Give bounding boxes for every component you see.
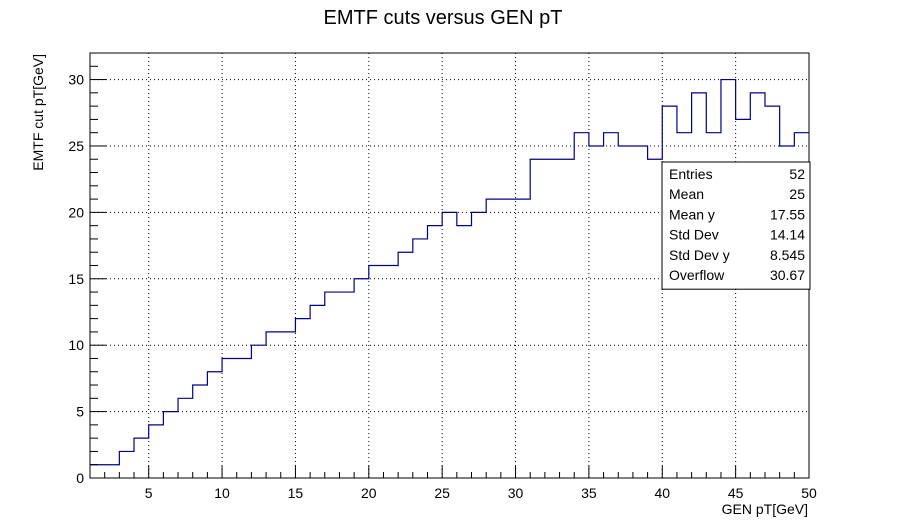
axis-ticks: 5 10 15 20 25 30 35 40 45 50 0 5 10 15 20 25 30 <box>68 52 817 501</box>
x-tick-label: 25 <box>434 485 450 501</box>
stats-value: 17.55 <box>770 206 805 222</box>
stats-label: Std Dev <box>669 227 719 243</box>
x-axis-label: GEN pT[GeV] <box>722 501 808 517</box>
y-tick-label: 25 <box>68 138 84 154</box>
y-axis-label: EMTF cut pT[GeV] <box>30 54 46 171</box>
chart-title: EMTF cuts versus GEN pT <box>324 7 563 29</box>
x-tick-label: 5 <box>145 485 153 501</box>
stats-label: Mean y <box>669 206 715 222</box>
series-group <box>90 78 809 466</box>
stats-label: Entries <box>669 166 713 182</box>
y-tick-label: 10 <box>68 337 84 353</box>
y-tick-label: 30 <box>68 72 84 88</box>
stats-value: 25 <box>789 186 805 202</box>
series-line <box>90 78 809 466</box>
x-tick-label: 30 <box>508 485 524 501</box>
x-tick-label: 15 <box>288 485 304 501</box>
stats-label: Std Dev y <box>669 247 730 263</box>
x-tick-label: 10 <box>214 485 230 501</box>
stats-box-frame <box>661 161 811 290</box>
stats-value: 52 <box>789 166 805 182</box>
y-tick-label: 0 <box>76 470 84 486</box>
y-tick-label: 15 <box>68 271 84 287</box>
x-tick-label: 20 <box>361 485 377 501</box>
y-tick-label: 5 <box>76 404 84 420</box>
x-tick-label: 40 <box>654 485 670 501</box>
x-tick-label: 50 <box>801 485 817 501</box>
stats-value: 30.67 <box>770 267 805 283</box>
stats-label: Overflow <box>669 267 725 283</box>
y-tick-label: 20 <box>68 204 84 220</box>
stats-value: 14.14 <box>770 227 805 243</box>
x-tick-label: 45 <box>728 485 744 501</box>
stats-value: 8.545 <box>770 247 805 263</box>
stats-box: Entries 52 Mean 25 Mean y 17.55 Std Dev 14.14 St… <box>661 161 811 290</box>
stats-label: Mean <box>669 186 704 202</box>
x-tick-label: 35 <box>581 485 597 501</box>
